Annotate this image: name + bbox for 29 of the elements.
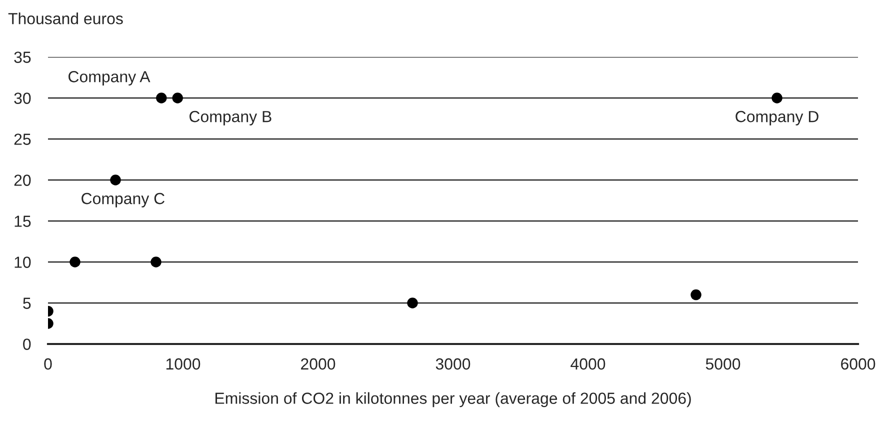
y-tick-label: 5 xyxy=(23,298,31,309)
y-axis-title: Thousand euros xyxy=(8,12,123,24)
point xyxy=(110,174,121,186)
y-tick-label: 30 xyxy=(14,92,31,104)
y-tick-label: 10 xyxy=(14,256,31,268)
annotation: Company C xyxy=(82,192,164,208)
point xyxy=(690,289,702,300)
y-tick-label: 20 xyxy=(14,174,31,186)
x-tick-label: 5000 xyxy=(706,358,740,370)
annotation: Company B xyxy=(190,110,272,126)
point xyxy=(70,256,80,268)
x-tick-label: 1000 xyxy=(166,358,200,370)
x-tick-label: 0 xyxy=(44,358,52,370)
x-tick-label: 2000 xyxy=(301,358,336,370)
point xyxy=(772,92,782,104)
x-axis-title: Emission of CO2 in kilotonnes per year (average of 2005 and 2006) xyxy=(215,392,691,408)
y-tick-label: 35 xyxy=(14,52,31,63)
y-tick-label: 15 xyxy=(14,216,31,227)
y-tick-label: 25 xyxy=(14,134,31,145)
annotation: Company A xyxy=(68,71,150,86)
point xyxy=(407,298,418,308)
point xyxy=(150,256,162,268)
y-tick-label: 0 xyxy=(23,338,31,350)
x-tick-label: 4000 xyxy=(570,358,606,370)
point xyxy=(172,92,183,104)
point xyxy=(156,92,167,104)
annotation: Company D xyxy=(736,110,818,126)
x-tick-label: 6000 xyxy=(841,358,876,370)
x-tick-label: 3000 xyxy=(436,358,470,370)
